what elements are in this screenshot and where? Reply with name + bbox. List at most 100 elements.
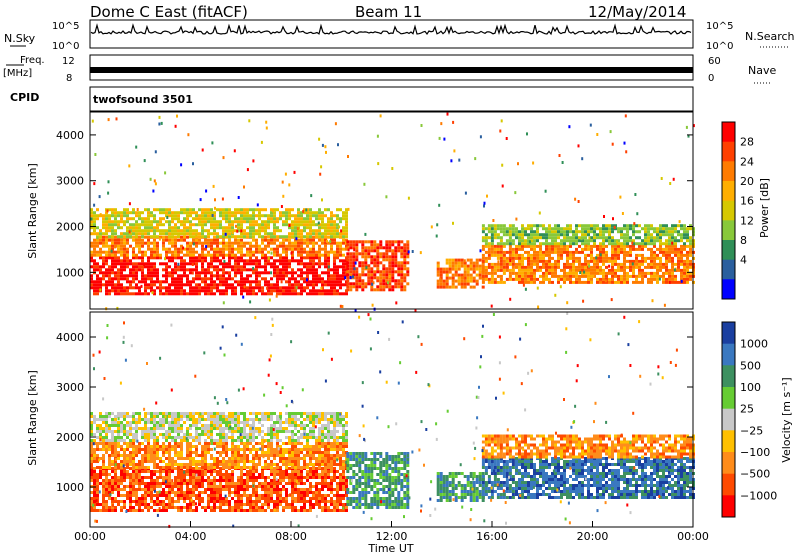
colorbar-segment: [722, 141, 735, 162]
heatmap-speck: [619, 195, 622, 199]
heatmap-cell-0: [255, 476, 258, 479]
heatmap-cell-5: [560, 250, 563, 254]
heatmap-cell-5: [659, 244, 662, 248]
velocity-heatmap: [90, 312, 695, 528]
heatmap-cell-5: [542, 253, 545, 257]
heatmap-cell-6: [605, 227, 608, 231]
heatmap-cell-0: [138, 503, 141, 506]
heatmap-cell-5: [521, 271, 524, 275]
heatmap-cell-2: [327, 223, 330, 227]
heatmap-cell-0: [96, 509, 99, 512]
heatmap-cell-3: [379, 288, 383, 292]
heatmap-cell-0: [153, 289, 156, 293]
heatmap-cell-1: [93, 451, 96, 454]
heatmap-cell-0: [90, 473, 93, 476]
heatmap-cell-1: [267, 241, 270, 245]
heatmap-cell-5: [665, 271, 668, 275]
heatmap-cell-1: [126, 442, 129, 445]
heatmap-cell-6: [499, 242, 503, 246]
heatmap-cell-0: [213, 491, 216, 494]
heatmap-cell-4: [460, 276, 464, 280]
heatmap-cell-1: [147, 445, 150, 448]
heatmap-cell-3: [406, 261, 410, 265]
heatmap-cell-0: [135, 265, 138, 269]
heatmap-cell-0: [276, 506, 279, 509]
heatmap-cell-5: [671, 262, 674, 266]
heatmap-cell-6: [524, 227, 527, 231]
heatmap-cell-0: [165, 473, 168, 476]
heatmap-cell-3: [391, 261, 395, 265]
heatmap-cell-2: [309, 223, 312, 227]
heatmap-cell-0: [225, 476, 228, 479]
heatmap-cell-1: [138, 244, 141, 248]
heatmap-cell-0: [123, 494, 126, 497]
heatmap-cell-1: [342, 253, 345, 257]
heatmap-cell-0: [306, 268, 309, 272]
y-tick-label: 4000: [56, 129, 84, 142]
heatmap-cell-2: [261, 226, 264, 230]
heatmap-cell-0: [270, 497, 273, 500]
heatmap-cell-1: [138, 247, 141, 251]
heatmap-cell-1: [279, 253, 282, 257]
heatmap-cell-1: [162, 460, 165, 463]
heatmap-cell-5: [662, 274, 665, 278]
heatmap-cell-2: [312, 223, 315, 227]
heatmap-cell-4: [463, 285, 467, 289]
heatmap-cell-1: [177, 250, 180, 254]
heatmap-cell-1: [300, 238, 303, 242]
heatmap-cell-3: [385, 282, 389, 286]
heatmap-cell-6: [484, 242, 488, 246]
heatmap-cell-5: [499, 247, 503, 251]
heatmap-cell-2: [279, 229, 282, 233]
heatmap-cell-3: [352, 246, 356, 250]
heatmap-cell-0: [231, 482, 234, 485]
heatmap-cell-0: [135, 473, 138, 476]
heatmap-cell-3: [364, 246, 368, 250]
heatmap-cell-4: [436, 264, 440, 268]
heatmap-cell-5: [650, 247, 653, 251]
heatmap-speck: [588, 236, 591, 240]
heatmap-cell-0: [339, 485, 342, 488]
heatmap-cell-5: [539, 247, 542, 251]
beam-title: Beam 11: [355, 3, 422, 21]
heatmap-cell-0: [111, 497, 114, 500]
heatmap-cell-5: [635, 280, 638, 284]
heatmap-cell-2: [90, 220, 93, 224]
heatmap-cell-5: [683, 271, 686, 275]
heatmap-cell-1: [117, 463, 120, 466]
heatmap-cell-3: [361, 282, 365, 286]
heatmap-cell-5: [638, 253, 641, 257]
heatmap-cell-0: [330, 280, 333, 284]
heatmap-speck: [672, 177, 675, 181]
heatmap-cell-3: [376, 270, 380, 274]
heatmap-cell-5: [602, 271, 605, 275]
heatmap-cell-2: [339, 217, 342, 221]
heatmap-cell-0: [285, 292, 288, 296]
heatmap-cell-5: [626, 259, 629, 263]
heatmap-cell-0: [225, 289, 228, 293]
heatmap-cell-1: [252, 238, 255, 242]
heatmap-cell-0: [201, 491, 204, 494]
heatmap-cell-6: [674, 224, 677, 228]
heatmap-cell-5: [584, 253, 587, 257]
heatmap-cell-0: [90, 280, 93, 284]
heatmap-cell-1: [330, 241, 333, 245]
heatmap-cell-5: [557, 274, 560, 278]
heatmap-cell-1: [225, 241, 228, 245]
heatmap-cell-2: [345, 223, 348, 227]
heatmap-cell-6: [680, 236, 683, 240]
heatmap-cell-0: [342, 271, 345, 275]
heatmap-cell-6: [551, 242, 554, 246]
heatmap-speck: [158, 237, 161, 241]
heatmap-cell-5: [650, 274, 653, 278]
heatmap-cell-1: [309, 250, 312, 254]
heatmap-cell-2: [141, 220, 144, 224]
heatmap-cell-0: [177, 265, 180, 269]
heatmap-cell-3: [349, 252, 353, 256]
heatmap-cell-2: [153, 235, 156, 239]
heatmap-cell-0: [336, 265, 339, 269]
heatmap-cell-5: [593, 274, 596, 278]
heatmap-cell-0: [279, 494, 282, 497]
heatmap-cell-2: [108, 208, 111, 212]
heatmap-cell-5: [611, 271, 614, 275]
